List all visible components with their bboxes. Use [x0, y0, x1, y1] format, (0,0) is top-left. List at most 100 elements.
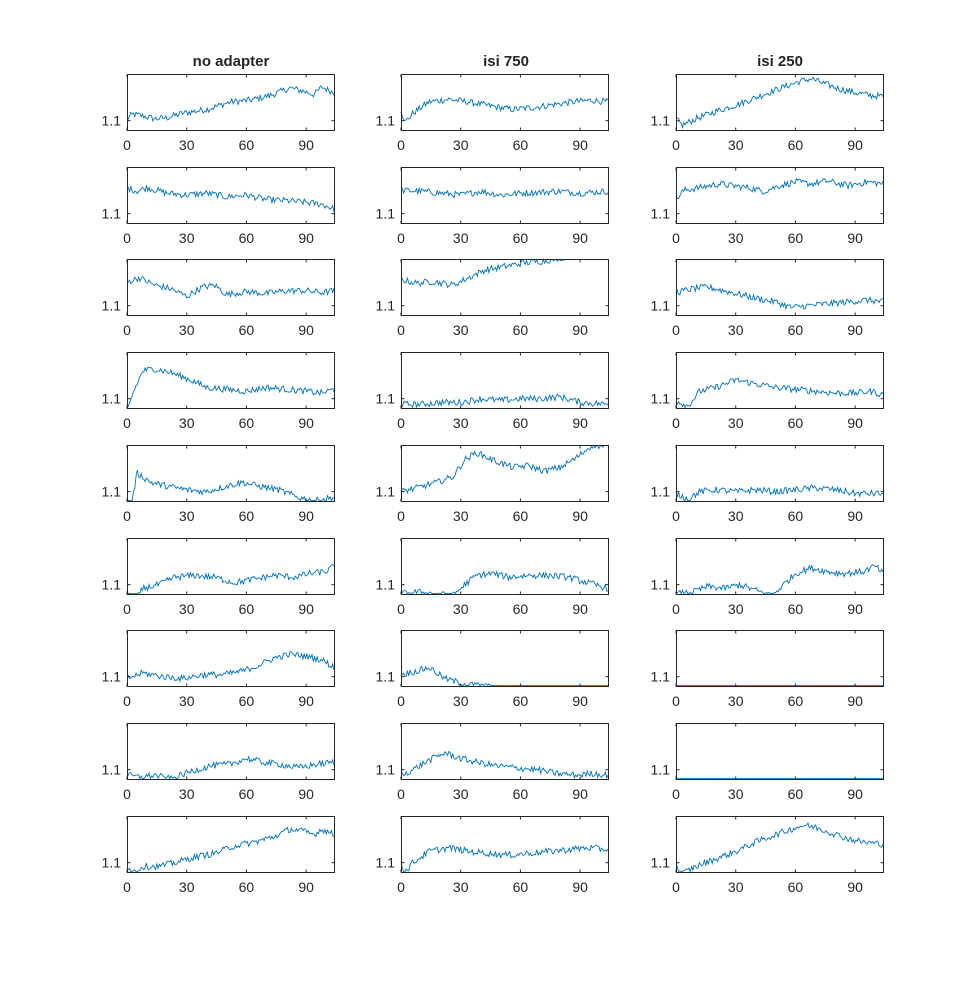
y-tick-label: 1.1: [651, 298, 671, 314]
x-tick-label: 90: [847, 508, 863, 524]
series-line: [675, 564, 884, 595]
x-tick-label: 90: [298, 786, 314, 802]
x-tick-label: 90: [572, 601, 588, 617]
y-tick-label: 1.1: [376, 762, 396, 778]
subplot-r9-c1: 0 30 60 90 1.1: [102, 816, 335, 895]
subplot-r4-c1: 0 30 60 90 1.1: [102, 352, 335, 431]
x-tick-label: 30: [728, 693, 744, 709]
axes-box: [127, 445, 335, 502]
subplot-r3-c3: 0 30 60 90 1.1: [651, 259, 884, 338]
x-tick-label: 90: [847, 786, 863, 802]
x-tick-label: 60: [513, 879, 529, 895]
subplot-r2-c3: 0 30 60 90 1.1: [651, 167, 884, 246]
axes-box: [676, 630, 884, 687]
y-tick-label: 1.1: [102, 113, 122, 129]
x-tick-label: 60: [239, 230, 255, 246]
x-tick-label: 60: [239, 879, 255, 895]
y-tick-label: 1.1: [651, 669, 671, 685]
x-tick-label: 90: [298, 601, 314, 617]
x-tick-label: 90: [847, 230, 863, 246]
x-tick-label: 0: [397, 601, 405, 617]
x-tick-label: 30: [728, 879, 744, 895]
x-tick-label: 90: [572, 230, 588, 246]
x-tick-label: 0: [672, 693, 680, 709]
x-tick-label: 30: [179, 601, 195, 617]
x-tick-label: 60: [239, 322, 255, 338]
x-tick-label: 30: [453, 693, 469, 709]
x-tick-label: 90: [847, 879, 863, 895]
x-tick-label: 90: [298, 415, 314, 431]
y-tick-label: 1.1: [651, 577, 671, 593]
series-line: [127, 469, 335, 502]
x-tick-label: 30: [453, 230, 469, 246]
x-tick-label: 60: [513, 322, 529, 338]
subplot-r5-c3: 0 30 60 90 1.1: [651, 445, 884, 524]
y-tick-label: 1.1: [102, 855, 122, 871]
x-tick-label: 0: [123, 879, 131, 895]
x-tick-label: 0: [397, 230, 405, 246]
x-tick-label: 0: [397, 415, 405, 431]
x-tick-label: 30: [179, 137, 195, 153]
x-tick-label: 0: [672, 508, 680, 524]
axes-box: [676, 816, 884, 873]
y-tick-label: 1.1: [102, 577, 122, 593]
x-tick-label: 0: [672, 601, 680, 617]
x-tick-label: 60: [239, 693, 255, 709]
subplot-r3-c1: 0 30 60 90 1.1: [102, 259, 335, 338]
x-tick-label: 0: [672, 230, 680, 246]
axes-box: [401, 538, 609, 595]
series-line: [400, 570, 609, 595]
y-tick-label: 1.1: [651, 113, 671, 129]
x-tick-label: 90: [298, 879, 314, 895]
series-line: [400, 665, 608, 687]
column-title-isi-750: isi 750: [483, 53, 529, 70]
series-line: [126, 755, 335, 780]
y-tick-label: 1.1: [651, 855, 671, 871]
x-tick-label: 90: [572, 137, 588, 153]
subplot-r1-c1: 0 30 60 90 1.1: [102, 74, 335, 153]
subplot-r7-c2: 0 30 60 90 1.1: [376, 630, 609, 709]
x-tick-label: 60: [788, 415, 804, 431]
axes-box: [401, 630, 609, 687]
y-tick-label: 1.1: [651, 484, 671, 500]
x-tick-label: 90: [298, 693, 314, 709]
y-tick-label: 1.1: [376, 391, 396, 407]
axes-box: [676, 74, 884, 131]
x-tick-label: 0: [123, 786, 131, 802]
axes-box: [676, 538, 884, 595]
axes-box: [401, 74, 609, 131]
x-tick-label: 30: [179, 693, 195, 709]
axes-box: [127, 352, 335, 409]
subplot-r4-c3: 0 30 60 90 1.1: [651, 352, 884, 431]
subplot-r6-c3: 0 30 60 90 1.1: [651, 538, 884, 617]
series-line: [400, 444, 608, 495]
x-tick-label: 30: [179, 415, 195, 431]
x-tick-label: 90: [298, 230, 314, 246]
axes-box: [676, 352, 884, 409]
axes-box: [401, 167, 609, 224]
x-tick-label: 0: [397, 508, 405, 524]
subplot-r3-c2: 0 30 60 90 1.1: [376, 257, 609, 338]
subplot-r9-c3: 0 30 60 90 1.1: [651, 816, 884, 895]
axes-box: [401, 352, 609, 409]
x-tick-label: 30: [179, 786, 195, 802]
x-tick-label: 0: [123, 508, 131, 524]
y-tick-label: 1.1: [102, 484, 122, 500]
x-tick-label: 0: [397, 786, 405, 802]
x-tick-label: 30: [453, 786, 469, 802]
axes-box: [401, 259, 609, 316]
x-tick-label: 0: [672, 415, 680, 431]
x-tick-label: 30: [728, 322, 744, 338]
column-titles: no adapter isi 750 isi 250: [193, 53, 803, 70]
x-tick-label: 60: [788, 601, 804, 617]
x-tick-label: 60: [513, 786, 529, 802]
y-tick-label: 1.1: [102, 669, 122, 685]
y-tick-label: 1.1: [376, 484, 396, 500]
axes-box: [127, 259, 335, 316]
x-tick-label: 60: [239, 508, 255, 524]
x-tick-label: 60: [788, 693, 804, 709]
column-title-no-adapter: no adapter: [193, 53, 270, 70]
x-tick-label: 60: [239, 137, 255, 153]
